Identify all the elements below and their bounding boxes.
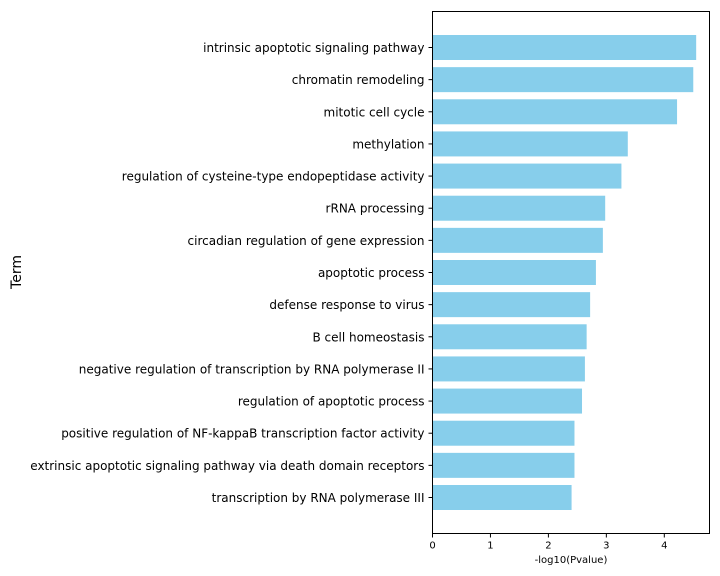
bar (432, 292, 591, 318)
category-label: B cell homeostasis (312, 330, 424, 344)
category-label: negative regulation of transcription by … (79, 362, 425, 376)
x-tick-label: 4 (661, 541, 667, 552)
y-axis-title: Term (9, 255, 25, 290)
x-tick-label: 0 (429, 541, 435, 552)
category-label: defense response to virus (269, 298, 424, 312)
bar (432, 388, 583, 414)
category-label: regulation of apoptotic process (238, 395, 425, 409)
bars-group (432, 35, 697, 510)
x-axis-title: -log10(Pvalue) (535, 555, 608, 566)
category-label: apoptotic process (318, 266, 425, 280)
category-label: chromatin remodeling (292, 73, 425, 87)
bar (432, 356, 585, 382)
bar (432, 227, 603, 253)
category-label: intrinsic apoptotic signaling pathway (203, 41, 424, 55)
category-label: transcription by RNA polymerase III (212, 491, 425, 505)
category-label: extrinsic apoptotic signaling pathway vi… (30, 459, 424, 473)
category-label: circadian regulation of gene expression (188, 234, 425, 248)
bar (432, 260, 596, 285)
category-label: regulation of cysteine-type endopeptidas… (122, 170, 425, 184)
x-tick-label: 3 (603, 541, 609, 552)
bar (432, 324, 587, 350)
plot-frame (432, 11, 710, 534)
bar (432, 163, 622, 189)
category-label: methylation (352, 137, 424, 151)
bar (432, 67, 694, 93)
bar (432, 195, 606, 221)
bar (432, 99, 678, 125)
x-tick-label: 2 (545, 541, 551, 552)
bar (432, 420, 575, 446)
x-tick-label: 1 (487, 541, 493, 552)
bar (432, 35, 697, 60)
x-ticks-group: 0 1 2 3 4 (429, 533, 667, 552)
category-label: mitotic cell cycle (324, 105, 425, 119)
bar (432, 131, 628, 157)
bar (432, 452, 575, 478)
category-label: rRNA processing (326, 202, 425, 216)
category-labels-group: intrinsic apoptotic signaling pathway chr… (30, 41, 433, 505)
category-label: positive regulation of NF-kappaB transcr… (61, 427, 424, 441)
bar (432, 485, 572, 510)
